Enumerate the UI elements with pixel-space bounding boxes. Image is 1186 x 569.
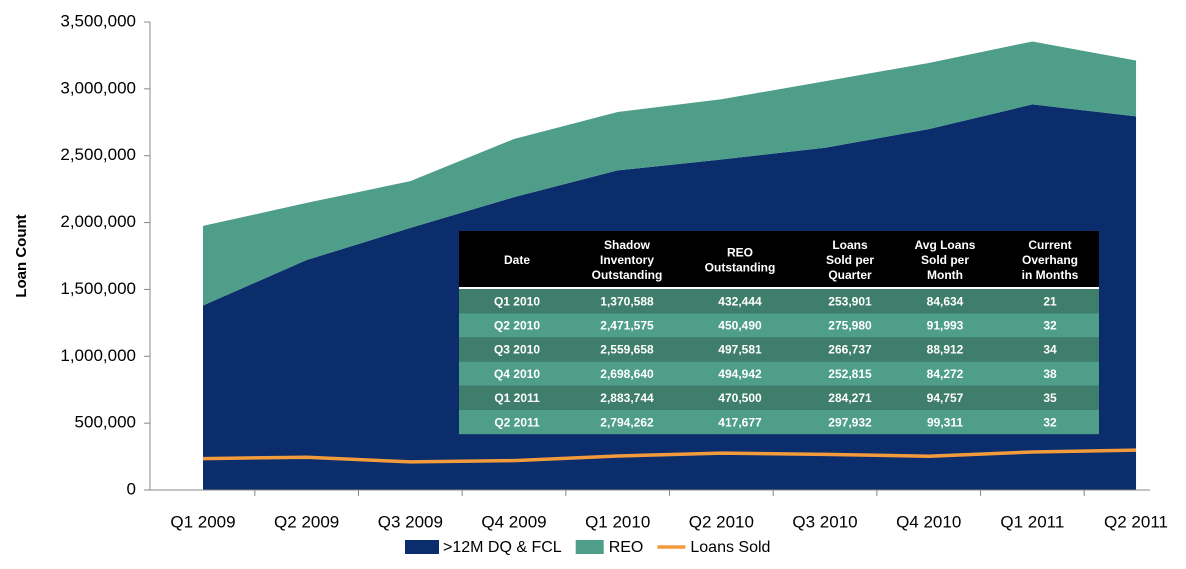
x-tick-label: Q3 2009 [378, 512, 443, 531]
table-cell: 2,794,262 [600, 415, 654, 429]
table-row-bg [459, 337, 1099, 362]
table-row-bg [459, 289, 1099, 314]
x-tick-label: Q3 2010 [792, 512, 857, 531]
table-cell: Q3 2010 [494, 343, 540, 357]
table-header: Current [1028, 238, 1071, 252]
table-cell: 84,634 [927, 294, 964, 308]
line [202, 448, 1137, 464]
table-cell: 84,272 [927, 367, 964, 381]
table-cell: 297,932 [828, 415, 872, 429]
legend-label: Loans Sold [690, 539, 770, 556]
legend-label: REO [609, 539, 644, 556]
y-tick-label: 500,000 [75, 413, 136, 432]
y-tick-label: 3,500,000 [60, 11, 136, 30]
table-cell: 494,942 [718, 367, 762, 381]
table-cell: 417,677 [718, 415, 762, 429]
table-row-bg [459, 313, 1099, 338]
table-cell: 266,737 [828, 343, 872, 357]
table-cell: 91,993 [927, 318, 964, 332]
table-header: REO [727, 246, 753, 260]
table-cell: 99,311 [927, 415, 963, 429]
table-header: Quarter [828, 268, 872, 282]
table-cell: 32 [1043, 415, 1057, 429]
table-cell: 432,444 [718, 294, 762, 308]
table-header: Loans [832, 238, 868, 252]
table-row-bg [459, 385, 1099, 410]
table-cell: 35 [1043, 391, 1057, 405]
y-axis-label: Loan Count [13, 214, 30, 297]
table-cell: Q2 2011 [494, 415, 540, 429]
table-cell: 2,883,744 [600, 391, 654, 405]
table-cell: 253,901 [828, 294, 872, 308]
table-cell: 94,757 [927, 391, 964, 405]
table-cell: Q4 2010 [494, 367, 540, 381]
table-cell: 252,815 [828, 367, 872, 381]
x-tick-label: Q1 2010 [585, 512, 650, 531]
table-cell: 2,559,658 [600, 343, 654, 357]
x-tick-label: Q2 2010 [689, 512, 754, 531]
x-tick-label: Q4 2009 [481, 512, 546, 531]
x-tick-label: Q2 2009 [274, 512, 339, 531]
table-cell: 1,370,588 [600, 294, 654, 308]
legend-swatch [575, 540, 604, 554]
table-cell: 2,471,575 [600, 318, 654, 332]
table-header: Inventory [600, 253, 654, 267]
table-header: Overhang [1022, 253, 1078, 267]
legend-label: >12M DQ & FCL [443, 539, 562, 556]
table-header: Avg Loans [915, 238, 976, 252]
table-cell: 21 [1043, 294, 1057, 308]
table-header: in Months [1022, 268, 1079, 282]
table-header: Shadow [604, 238, 651, 252]
table-header: Sold per [921, 253, 969, 267]
y-tick-label: 0 [127, 479, 136, 498]
table-header: Outstanding [592, 268, 663, 282]
table-cell: Q2 2010 [494, 318, 540, 332]
y-tick-label: 3,000,000 [60, 78, 136, 97]
table-cell: 470,500 [718, 391, 762, 405]
table-cell: 284,271 [828, 391, 872, 405]
table-header: Month [927, 268, 963, 282]
table-cell: 2,698,640 [600, 367, 654, 381]
table-header: Date [504, 253, 530, 267]
x-tick-label: Q2 2011 [1104, 512, 1168, 531]
table-row-bg [459, 410, 1099, 435]
y-tick-label: 1,000,000 [60, 346, 136, 365]
x-tick-label: Q1 2009 [170, 512, 235, 531]
y-tick-label: 2,500,000 [60, 145, 136, 164]
table-header-bg [459, 231, 1099, 287]
table-cell: 88,912 [927, 343, 964, 357]
table-cell: Q1 2011 [494, 391, 540, 405]
x-tick-label: Q4 2010 [896, 512, 961, 531]
area [203, 41, 1137, 306]
table-header: Outstanding [705, 261, 776, 275]
table-cell: Q1 2010 [494, 294, 540, 308]
table-cell: 450,490 [718, 318, 762, 332]
table-cell: 38 [1043, 367, 1057, 381]
x-tick-label: Q1 2011 [1000, 512, 1064, 531]
table-cell: 34 [1043, 343, 1057, 357]
table-cell: 275,980 [828, 318, 872, 332]
y-tick-label: 2,000,000 [60, 212, 136, 231]
table-cell: 497,581 [718, 343, 762, 357]
y-tick-label: 1,500,000 [60, 279, 136, 298]
table-header: Sold per [826, 253, 874, 267]
table-cell: 32 [1043, 318, 1057, 332]
table-row-bg [459, 361, 1099, 386]
legend-swatch [405, 540, 439, 554]
